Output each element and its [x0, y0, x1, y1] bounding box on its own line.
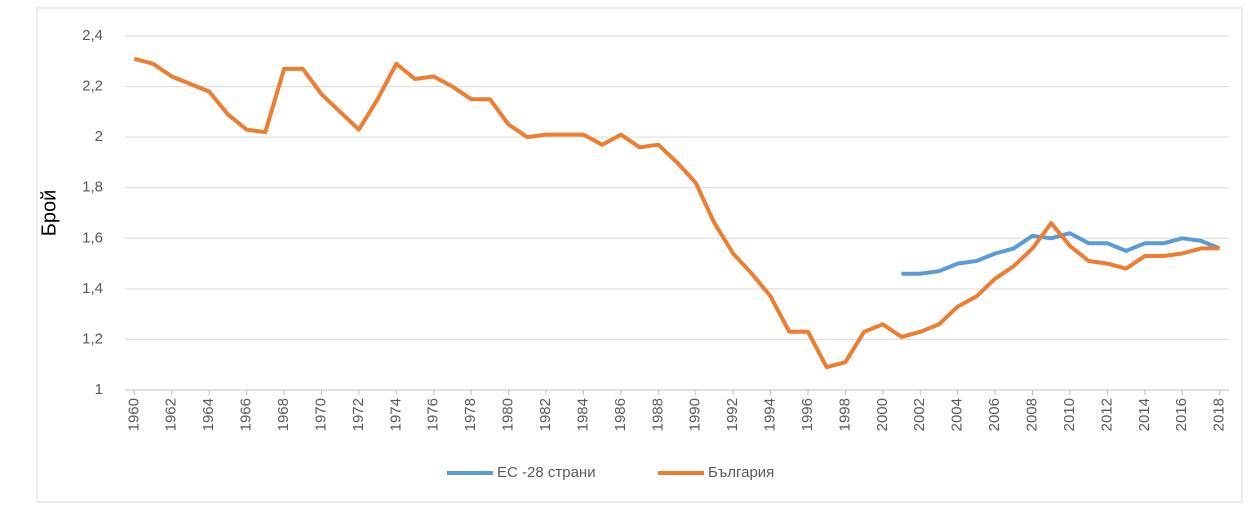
- x-tick-label: 2008: [1023, 398, 1040, 431]
- x-tick-label: 2006: [986, 398, 1003, 431]
- y-tick-label: 2,4: [82, 27, 103, 44]
- series-line: [133, 56, 1220, 370]
- x-tick-label: 1964: [200, 398, 217, 431]
- x-tick-label: 1962: [163, 398, 180, 431]
- x-tick-label: 2016: [1173, 398, 1190, 431]
- x-tick-label: 2014: [1136, 398, 1153, 431]
- x-tick-label: 1990: [687, 398, 704, 431]
- x-tick-label: 1974: [387, 398, 404, 431]
- x-tick-label: 2002: [911, 398, 928, 431]
- x-tick-label: 1992: [724, 398, 741, 431]
- x-tick-label: 1966: [238, 398, 255, 431]
- y-tick-label: 2: [95, 128, 103, 145]
- x-tick-label: 1972: [350, 398, 367, 431]
- x-tick-label: 1960: [125, 398, 142, 431]
- chart-border: [36, 7, 1243, 503]
- y-tick-label: 1,2: [82, 330, 103, 347]
- x-tick-label: 1970: [312, 398, 329, 431]
- x-tick-label: 2012: [1098, 398, 1115, 431]
- x-tick-label: 1986: [612, 398, 629, 431]
- x-tick-label: 1982: [537, 398, 554, 431]
- x-tick-label: 1976: [425, 398, 442, 431]
- x-tick-label: 1998: [836, 398, 853, 431]
- x-tick-label: 1984: [574, 398, 591, 431]
- y-tick-label: 1,4: [82, 280, 103, 297]
- y-axis-label: Брой: [38, 190, 60, 237]
- x-tick-label: 1994: [762, 398, 779, 431]
- x-tick-label: 2004: [949, 398, 966, 431]
- y-tick-label: 1: [95, 381, 103, 398]
- x-tick-label: 1968: [275, 398, 292, 431]
- x-tick-label: 1978: [462, 398, 479, 431]
- legend-label: ЕС -28 страни: [497, 464, 596, 481]
- x-tick-label: 1988: [649, 398, 666, 431]
- y-tick-label: 1,8: [82, 179, 103, 196]
- x-tick-label: 1996: [799, 398, 816, 431]
- x-tick-label: 2018: [1211, 398, 1228, 431]
- y-tick-label: 2,2: [82, 78, 103, 95]
- y-tick-label: 1,6: [82, 229, 103, 246]
- x-tick-label: 1980: [500, 398, 517, 431]
- x-tick-label: 2000: [874, 398, 891, 431]
- x-tick-label: 2010: [1061, 398, 1078, 431]
- legend-label: България: [708, 464, 774, 481]
